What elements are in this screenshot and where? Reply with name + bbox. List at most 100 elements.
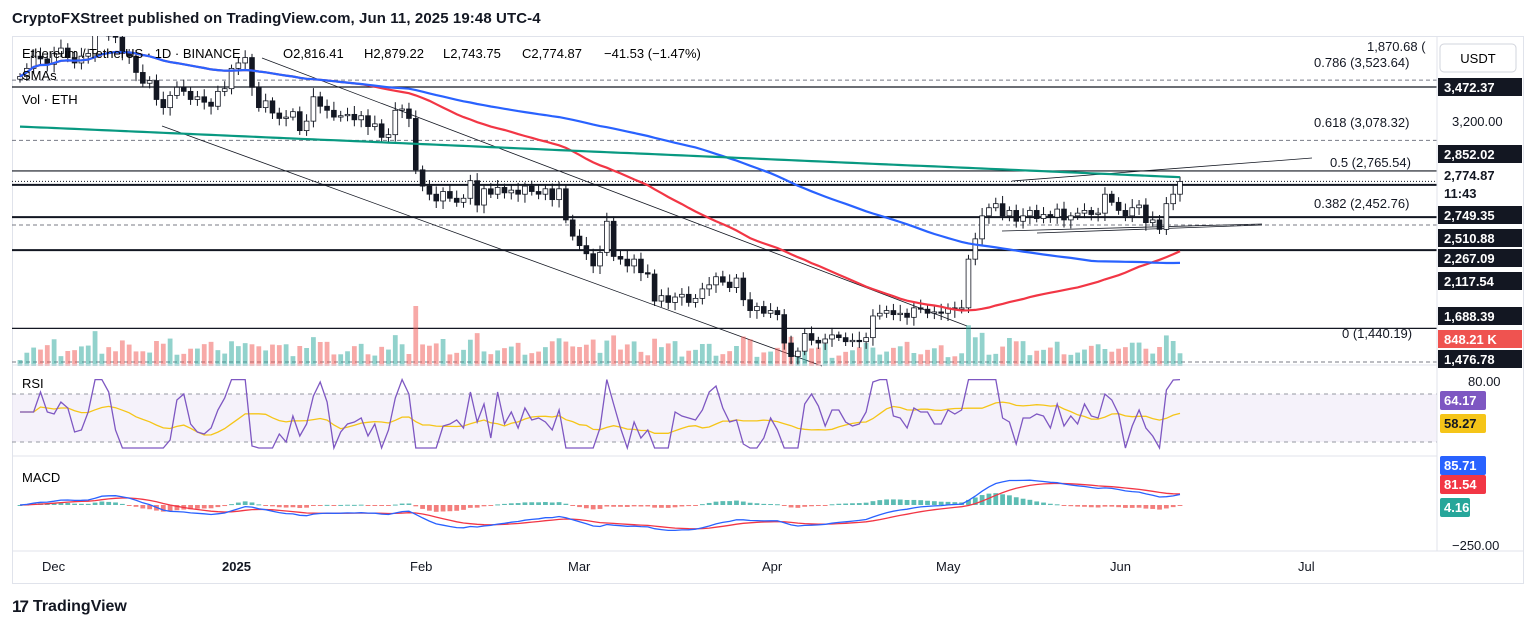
candle[interactable] — [979, 215, 985, 240]
candle[interactable] — [1013, 210, 1020, 222]
candle[interactable] — [986, 207, 992, 217]
candle[interactable] — [92, 36, 98, 54]
candle[interactable] — [870, 315, 876, 339]
candle[interactable] — [1102, 193, 1108, 214]
candle[interactable] — [133, 55, 139, 73]
candle[interactable] — [290, 111, 296, 118]
candle[interactable] — [392, 109, 399, 136]
candle[interactable] — [337, 115, 344, 118]
candle[interactable] — [549, 188, 556, 201]
candle[interactable] — [624, 258, 631, 267]
candle[interactable] — [1054, 208, 1060, 218]
candle[interactable] — [249, 57, 255, 88]
candle[interactable] — [460, 197, 467, 203]
candle[interactable] — [754, 306, 760, 311]
candle[interactable] — [1115, 201, 1122, 211]
candle[interactable] — [174, 86, 180, 96]
candle[interactable] — [822, 338, 828, 344]
candle[interactable] — [358, 115, 364, 121]
candle[interactable] — [228, 67, 235, 90]
candle[interactable] — [146, 80, 153, 84]
candle[interactable] — [365, 115, 371, 127]
candle[interactable] — [522, 185, 528, 195]
candle[interactable] — [795, 350, 801, 357]
candle[interactable] — [883, 310, 890, 314]
candle[interactable] — [849, 339, 856, 343]
candle[interactable] — [692, 297, 699, 303]
candle[interactable] — [576, 235, 583, 247]
candle[interactable] — [815, 339, 822, 344]
candle[interactable] — [1108, 193, 1115, 203]
candle[interactable] — [378, 123, 385, 138]
candle[interactable] — [453, 197, 460, 203]
candle[interactable] — [331, 109, 337, 118]
candle[interactable] — [1088, 210, 1095, 215]
tradingview-logo[interactable]: 17 TradingView — [12, 597, 127, 617]
candle[interactable] — [1095, 212, 1101, 215]
candle[interactable] — [801, 333, 808, 352]
candle[interactable] — [781, 314, 788, 344]
candle[interactable] — [1170, 193, 1176, 205]
candle[interactable] — [644, 272, 651, 275]
candle[interactable] — [890, 310, 897, 316]
rsi-label[interactable]: RSI — [22, 376, 44, 391]
candle[interactable] — [433, 193, 440, 202]
candle[interactable] — [740, 277, 747, 301]
candle[interactable] — [856, 339, 863, 343]
candle[interactable] — [556, 188, 562, 201]
candle[interactable] — [440, 191, 446, 202]
candle[interactable] — [501, 187, 508, 194]
candle[interactable] — [447, 191, 453, 199]
time-axis[interactable]: Dec 2025 Feb Mar Apr May Jun Jul — [42, 559, 1315, 574]
candle[interactable] — [1122, 210, 1129, 217]
candle[interactable] — [965, 258, 972, 309]
candle[interactable] — [904, 312, 910, 318]
candle[interactable] — [494, 187, 501, 195]
candle[interactable] — [1149, 219, 1156, 224]
candle[interactable] — [419, 169, 426, 187]
candle[interactable] — [242, 57, 248, 64]
candle[interactable] — [706, 284, 712, 290]
candle[interactable] — [836, 334, 842, 339]
candle[interactable] — [481, 188, 487, 206]
candle[interactable] — [1143, 204, 1149, 224]
candle[interactable] — [658, 295, 665, 302]
candle[interactable] — [685, 293, 692, 303]
candle[interactable] — [515, 189, 521, 195]
candle[interactable] — [631, 258, 637, 267]
candle[interactable] — [119, 36, 126, 54]
candle[interactable] — [467, 180, 474, 199]
candle[interactable] — [597, 251, 603, 267]
currency-button[interactable] — [1439, 43, 1517, 73]
candle[interactable] — [351, 113, 358, 121]
candle[interactable] — [1020, 215, 1026, 222]
candle[interactable] — [931, 311, 938, 314]
candle[interactable] — [1006, 210, 1013, 217]
candle[interactable] — [911, 307, 917, 318]
candle[interactable] — [276, 112, 283, 119]
candle[interactable] — [201, 96, 208, 103]
candle[interactable] — [665, 295, 672, 303]
candle[interactable] — [563, 188, 569, 221]
candle[interactable] — [1074, 212, 1081, 217]
candle[interactable] — [972, 238, 979, 260]
candle[interactable] — [699, 288, 706, 299]
candle[interactable] — [733, 277, 740, 288]
candle[interactable] — [324, 105, 330, 111]
candle[interactable] — [1068, 215, 1074, 221]
candle[interactable] — [829, 334, 835, 340]
candle[interactable] — [679, 293, 685, 298]
candle[interactable] — [30, 55, 37, 69]
candle[interactable] — [344, 113, 351, 117]
candle[interactable] — [215, 90, 221, 107]
candles[interactable] — [17, 36, 1183, 366]
symbol-name[interactable]: Ethereum / TetherUS · 1D · BINANCE — [22, 46, 241, 61]
candle[interactable] — [269, 100, 276, 114]
candle[interactable] — [112, 36, 119, 38]
candle[interactable] — [1163, 203, 1170, 230]
candle[interactable] — [617, 256, 624, 260]
candle[interactable] — [85, 53, 92, 57]
candle[interactable] — [153, 80, 160, 100]
candle[interactable] — [167, 95, 173, 109]
candle[interactable] — [569, 219, 576, 237]
